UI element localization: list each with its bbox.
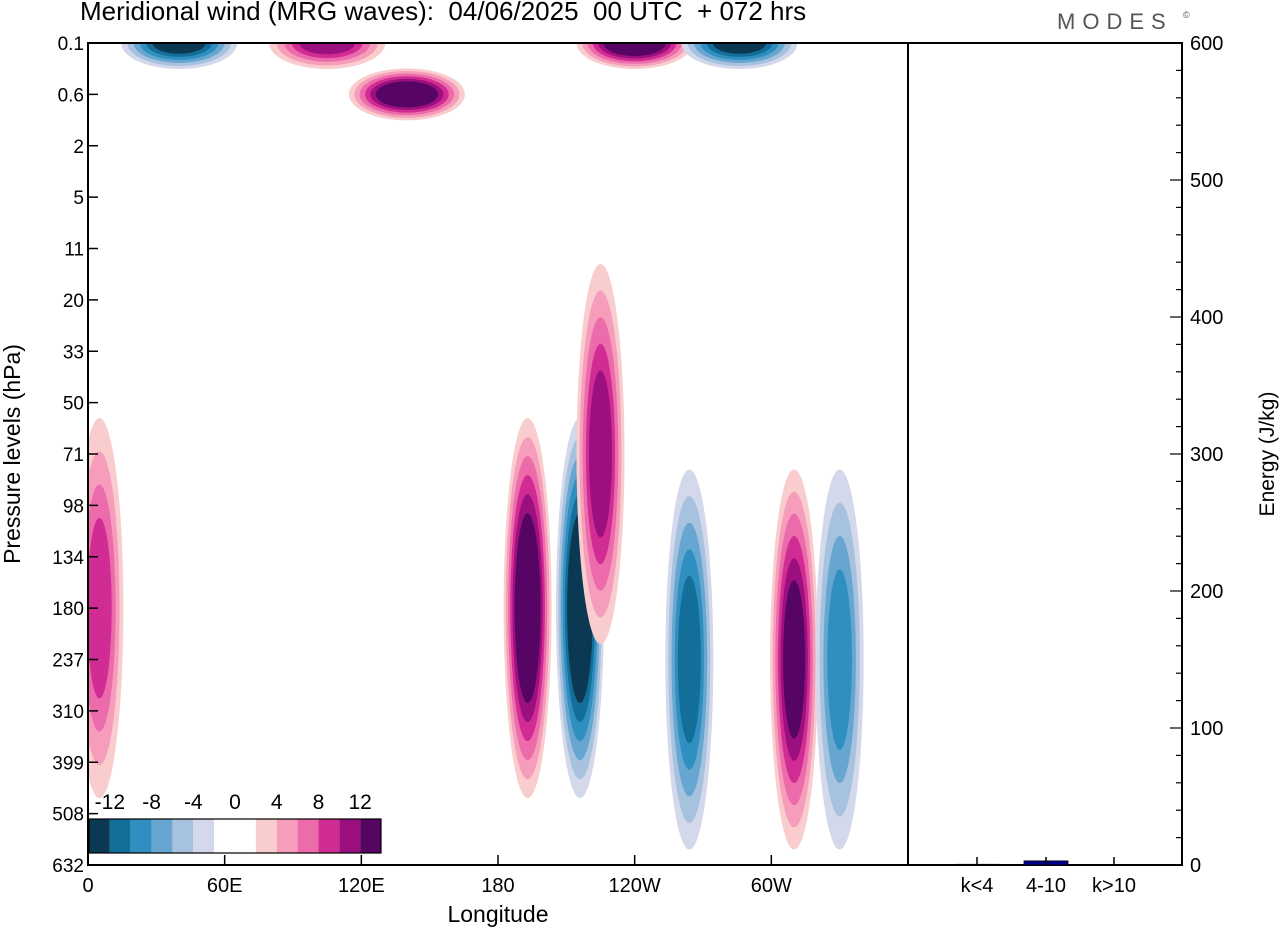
y-tick-label: 2 <box>73 137 84 158</box>
x-axis-label: Longitude <box>447 901 548 927</box>
energy-axis-label: Energy (J/kg) <box>1256 392 1279 517</box>
contour-4-6 <box>783 580 806 739</box>
colorbar-swatch <box>276 819 298 853</box>
x-tick-label: 120E <box>338 875 385 897</box>
x-tick-label: 180 <box>481 875 514 897</box>
energy-tick-label: 600 <box>1190 33 1223 55</box>
y-tick-label: 508 <box>52 805 84 826</box>
y-tick-label: 0.6 <box>58 85 84 106</box>
colorbar: -12 -8 -4 0 4 8 12 <box>88 791 382 854</box>
y-tick-label: 0.1 <box>58 34 84 55</box>
y-tick-label: 50 <box>63 394 84 415</box>
colorbar-swatch <box>89 819 110 853</box>
contour-5-4 <box>827 569 852 750</box>
colorbar-swatch <box>255 819 277 853</box>
x-tick-label: 60E <box>207 875 243 897</box>
colorbar-swatch <box>297 819 319 853</box>
colorbar-label: 4 <box>271 791 283 814</box>
contour-field <box>88 43 864 850</box>
brand-logo: MODES <box>1057 9 1173 34</box>
y-tick-label: 399 <box>52 753 84 774</box>
colorbar-label: 0 <box>229 791 241 814</box>
energy-category-label: k>10 <box>1092 875 1136 897</box>
colorbar-label: 8 <box>313 791 325 814</box>
energy-tick-label: 400 <box>1190 307 1223 329</box>
y-tick-label: 632 <box>52 856 84 877</box>
x-tick-label: 120W <box>609 875 661 897</box>
pressure-axis: 0.1 0.6 2 5 11 20 33 50 71 98 134 180 237 310 399 508 63… <box>52 34 98 877</box>
colorbar-label: -8 <box>142 791 161 814</box>
y-tick-label: 20 <box>63 291 84 312</box>
contour-11-6 <box>712 43 767 54</box>
contour-8-7 <box>608 43 661 54</box>
colorbar-swatch <box>130 819 152 853</box>
energy-tick-label: 200 <box>1190 581 1223 603</box>
contour-7-7 <box>381 83 433 105</box>
chart-title: Meridional wind (MRG waves): 04/06/2025 … <box>80 0 807 26</box>
y-tick-label: 33 <box>63 342 84 363</box>
contour-0-7 <box>517 532 539 685</box>
y-tick-label: 71 <box>63 445 84 466</box>
contour-9-5 <box>299 43 355 55</box>
energy-tick-label: 500 <box>1190 170 1223 192</box>
colorbar-label: -4 <box>184 791 203 814</box>
longitude-axis: 0 60E 120E 180 120W 60W <box>82 855 792 897</box>
energy-tick-label: 100 <box>1190 718 1223 740</box>
colorbar-swatch <box>235 819 256 853</box>
contour-6-4 <box>88 517 112 699</box>
energy-axis: 0 100 200 300 400 500 600 <box>1170 33 1223 877</box>
energy-category-label: k<4 <box>961 875 994 897</box>
energy-tick-label: 0 <box>1190 855 1201 877</box>
x-tick-label: 60W <box>751 875 792 897</box>
colorbar-label: -12 <box>95 791 125 814</box>
brand-copyright-mark: © <box>1183 10 1190 20</box>
y-tick-label: 98 <box>63 496 84 517</box>
colorbar-swatch <box>214 819 235 853</box>
colorbar-swatch <box>318 819 340 853</box>
contour-2-5 <box>589 370 612 538</box>
y-tick-label: 11 <box>64 240 84 261</box>
colorbar-swatch <box>109 819 131 853</box>
y-tick-label: 134 <box>52 548 84 569</box>
colorbar-swatch <box>172 819 194 853</box>
colorbar-swatch <box>360 819 381 853</box>
energy-bars: k<4 4-10 k>10 <box>954 857 1136 897</box>
contour-10-6 <box>152 43 206 54</box>
y-tick-label: 5 <box>73 188 84 209</box>
y-tick-label: 180 <box>52 599 84 620</box>
contour-3-5 <box>677 575 701 744</box>
colorbar-frame <box>88 818 382 854</box>
y-tick-label: 310 <box>52 702 84 723</box>
energy-tick-label: 300 <box>1190 444 1223 466</box>
energy-panel-frame <box>907 42 1183 866</box>
colorbar-swatch <box>151 819 173 853</box>
x-tick-label: 0 <box>82 875 93 897</box>
colorbar-swatch <box>339 819 361 853</box>
colorbar-label: 12 <box>348 791 371 814</box>
colorbar-swatch <box>193 819 215 853</box>
y-axis-label: Pressure levels (hPa) <box>0 344 25 564</box>
energy-category-label: 4-10 <box>1026 875 1066 897</box>
y-tick-label: 237 <box>52 651 84 672</box>
